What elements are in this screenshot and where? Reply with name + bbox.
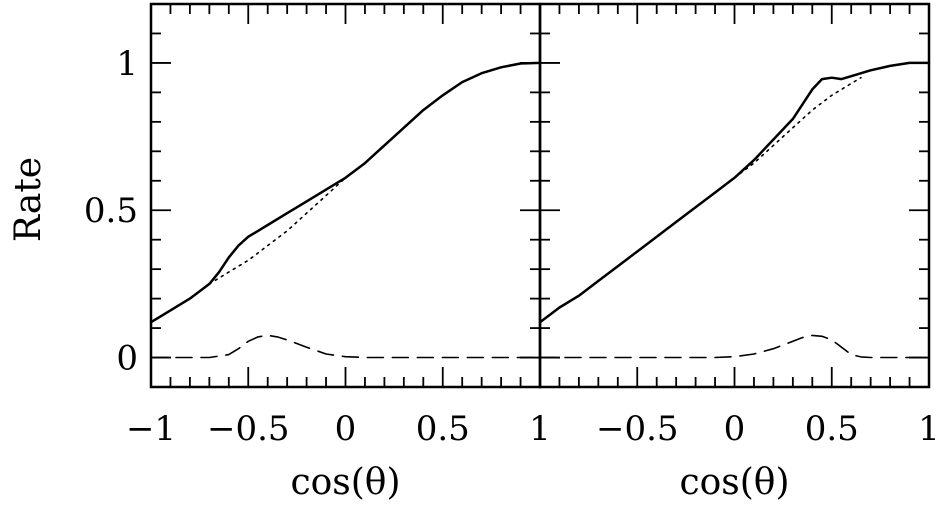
- x-tick-label: 0.5: [416, 409, 470, 449]
- series-dotted-line-left: [208, 177, 347, 285]
- y-tick-label: 1: [116, 44, 138, 84]
- x-tick-label: 1: [918, 409, 940, 449]
- x-tick-label: −1: [126, 409, 176, 449]
- y-tick-label: 0: [116, 339, 138, 379]
- y-axis-label: Rate: [8, 157, 49, 242]
- x-tick-label: 0.5: [805, 409, 859, 449]
- x-tick-label: 0: [335, 409, 357, 449]
- series-solid-line-left: [149, 61, 542, 324]
- series-dashed-line-left: [150, 334, 541, 359]
- x-tick-label: 0: [724, 409, 746, 449]
- series-solid-line-right: [538, 61, 931, 324]
- series-dotted-line-right: [733, 76, 862, 179]
- panel-left: −1 −0.5 0 0.5 1 0 0.5 1 cos(θ) Rate: [8, 2, 551, 503]
- y-tick-label: 0.5: [84, 191, 138, 231]
- plot-frame-right: [538, 2, 931, 389]
- x-tick-label: 1: [529, 409, 551, 449]
- x-tick-label: −0.5: [207, 409, 290, 449]
- x-tick-label: −0.5: [596, 409, 679, 449]
- plot-frame-left: [149, 2, 542, 389]
- x-axis-label-right: cos(θ): [679, 462, 789, 503]
- series-dashed-line-right: [539, 334, 930, 359]
- x-axis-label-left: cos(θ): [290, 462, 400, 503]
- panel-right: −0.5 0 0.5 1 cos(θ): [538, 2, 940, 503]
